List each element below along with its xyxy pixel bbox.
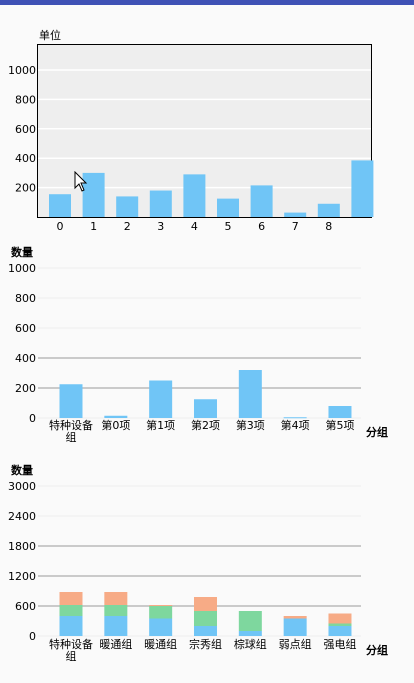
chart3-y-tick-label: 1800 [8, 540, 36, 553]
chart1-x-tick-label: 6 [258, 220, 265, 233]
chart3-bar-segment[interactable] [328, 613, 352, 624]
chart1-y-tick-label: 800 [15, 93, 36, 106]
chart3-bar-segment[interactable] [149, 605, 173, 606]
chart1-bar[interactable] [284, 212, 307, 217]
chart2-x-tick-label: 第4项 [281, 418, 310, 432]
chart2-bar[interactable] [59, 384, 83, 418]
chart3-bar-segment[interactable] [283, 618, 307, 637]
chart3-y-tick-label: 600 [15, 600, 36, 613]
chart2-y-tick-label: 800 [15, 292, 36, 305]
chart1-bar[interactable] [351, 160, 374, 217]
chart2-y-ticks: 0 200 400 600 800 1000 [8, 262, 36, 425]
chart1-x-tick-label: 5 [225, 220, 232, 233]
chart2-x-tick-label: 第1项 [146, 418, 175, 432]
chart3-grid [38, 485, 361, 637]
chart1-y-tick-label: 200 [15, 182, 36, 195]
chart3-bar-segment[interactable] [328, 623, 352, 627]
chart2-y-tick-label: 600 [15, 322, 36, 335]
chart3-x-axis-title: 分组 [366, 643, 388, 657]
chart3-y-tick-label: 1200 [8, 570, 36, 583]
chart2-x-tick-label: 第3项 [236, 418, 265, 432]
chart1-bar[interactable] [217, 198, 239, 217]
chart3-bar-segment[interactable] [149, 618, 173, 637]
mouse-pointer-icon [74, 171, 88, 192]
chart3-x-tick-label: 宗秀组 [189, 637, 222, 651]
chart3-bar-segment[interactable] [104, 616, 128, 636]
chart3-y-ticks: 0 600 1200 1800 2400 3000 [8, 480, 36, 643]
chart1-y-tick-label: 600 [15, 123, 36, 136]
chart3-y-tick-label: 2400 [8, 510, 36, 523]
chart1-y-axis-title: 单位 [39, 28, 61, 42]
chart3-bar-segment[interactable] [238, 631, 262, 636]
chart3-bar-segment[interactable] [238, 611, 262, 631]
chart1-x-ticks: 0 1 2 3 4 5 6 7 8 [57, 220, 333, 233]
chart3-bar-segment[interactable] [59, 592, 83, 605]
chart3-bar-segment[interactable] [149, 606, 173, 619]
chart1-x-tick-label: 0 [57, 220, 64, 233]
chart2-x-tick-label: 第2项 [191, 418, 220, 432]
chart1-bar[interactable] [49, 194, 71, 217]
chart1-bar[interactable] [183, 174, 206, 217]
status-bar [0, 0, 414, 5]
chart1-x-tick-label: 8 [325, 220, 332, 233]
chart1-bar[interactable] [82, 172, 105, 217]
chart1-x-tick-label: 1 [90, 220, 97, 233]
chart2-x-tick-label: 第0项 [101, 418, 130, 432]
chart1-bars[interactable] [49, 160, 374, 217]
chart2-bar[interactable] [328, 406, 352, 418]
chart2-y-tick-label: 200 [15, 382, 36, 395]
chart1-bar[interactable] [149, 190, 172, 217]
chart1-y-ticks: 200 400 600 800 1000 [8, 64, 36, 195]
chart3-bars[interactable] [59, 592, 352, 637]
chart2-bar[interactable] [283, 417, 307, 419]
chart3-x-tick-label: 棕球组 [234, 637, 267, 651]
chart1-bar[interactable] [250, 185, 273, 217]
chart1-x-tick-label: 3 [157, 220, 164, 233]
chart3-y-tick-label: 0 [29, 630, 36, 643]
chart1-y-tick-label: 400 [15, 152, 36, 165]
chart3-x-tick-label: 暖通组 [99, 637, 132, 651]
chart3-bar-segment[interactable] [59, 605, 83, 616]
chart3-bar-segment[interactable] [193, 626, 217, 636]
chart3-bar-segment[interactable] [59, 616, 83, 636]
chart1-bar[interactable] [317, 203, 340, 217]
chart3-bar-segment[interactable] [104, 592, 128, 605]
chart3-x-tick-label: 特种设备组 [49, 637, 93, 663]
chart3-bar-segment[interactable] [283, 616, 307, 619]
chart3-x-tick-label: 强电组 [323, 637, 356, 651]
chart1-y-tick-label: 1000 [8, 64, 36, 77]
chart2-bar[interactable] [238, 370, 262, 418]
chart2-y-tick-label: 400 [15, 352, 36, 365]
chart2-bar[interactable] [149, 380, 173, 419]
chart2-y-tick-label: 0 [29, 412, 36, 425]
chart3-bar-segment[interactable] [193, 597, 217, 611]
chart3-bar-segment[interactable] [328, 626, 352, 636]
chart2-bar[interactable] [193, 399, 217, 418]
chart3-y-axis-title: 数量 [11, 463, 33, 477]
chart2-bars[interactable] [59, 370, 352, 419]
chart2-x-axis-title: 分组 [366, 425, 388, 439]
chart2-y-tick-label: 1000 [8, 262, 36, 275]
chart3-x-tick-label: 弱点组 [279, 637, 312, 651]
chart2-y-axis-title: 数量 [11, 245, 33, 259]
chart3-x-tick-label: 暖通组 [144, 637, 177, 651]
chart1-x-tick-label: 4 [191, 220, 198, 233]
chart2-x-tick-label: 特种设备组 [49, 418, 93, 444]
chart2-x-tick-label: 第5项 [325, 418, 354, 432]
units-bar-chart[interactable]: 单位 200 400 600 800 1000 0 1 2 3 4 5 6 7 8 [0, 0, 414, 235]
chart2-bar[interactable] [104, 415, 128, 418]
chart3-bar-segment[interactable] [104, 605, 128, 616]
chart3-bar-segment[interactable] [193, 611, 217, 626]
chart1-x-tick-label: 2 [124, 220, 131, 233]
chart1-bar[interactable] [116, 196, 139, 217]
chart3-y-tick-label: 3000 [8, 480, 36, 493]
chart1-x-tick-label: 7 [292, 220, 299, 233]
